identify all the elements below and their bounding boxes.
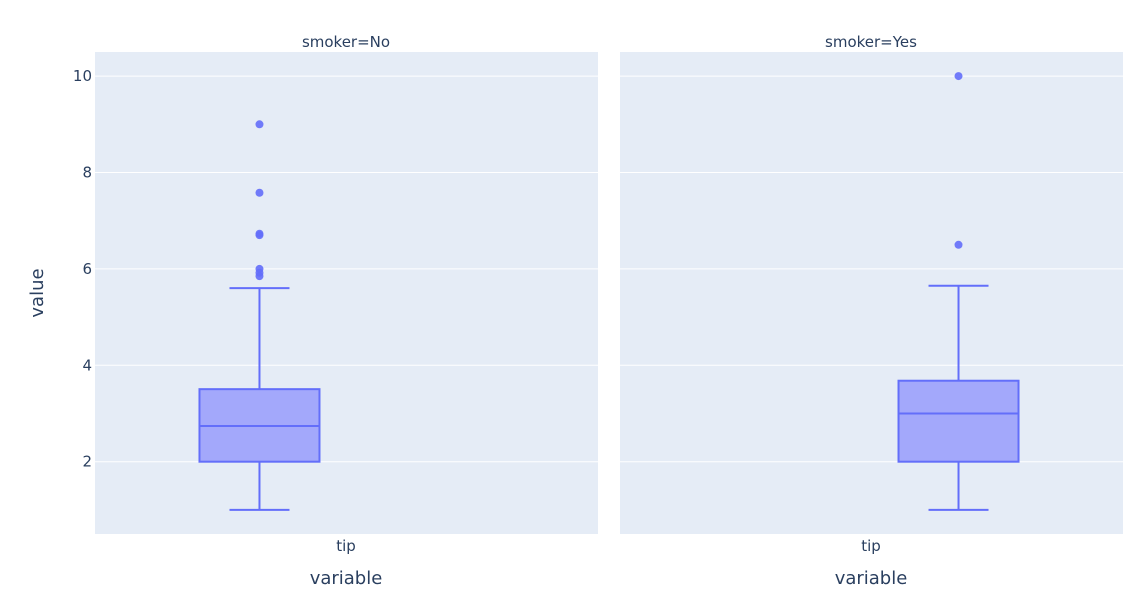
y-tick-label-10: 10 <box>73 67 92 85</box>
y-tick-label-2: 2 <box>82 453 92 471</box>
plot-area-left <box>95 52 598 534</box>
x-axis-title-left: variable <box>310 568 383 589</box>
y-axis-title: value <box>27 268 48 317</box>
plot-area-right <box>620 52 1123 534</box>
facet-title-left: smoker=No <box>302 33 390 51</box>
y-tick-label-4: 4 <box>82 356 92 374</box>
gridlines <box>95 75 1123 463</box>
outlier-point-6 <box>255 272 264 281</box>
outlier-point-1 <box>255 188 264 197</box>
x-tick-label-right: tip <box>861 537 881 555</box>
y-tick-label-6: 6 <box>82 260 92 278</box>
outlier-point-1 <box>954 240 963 249</box>
x-axis-title-right: variable <box>835 568 908 589</box>
outlier-point-3 <box>255 231 264 240</box>
outlier-point-0 <box>954 72 963 81</box>
outlier-point-0 <box>255 120 264 129</box>
box-trace-left <box>198 120 321 511</box>
iqr-box <box>897 379 1020 463</box>
facet-title-right: smoker=Yes <box>825 33 917 51</box>
x-tick-label-left: tip <box>336 537 356 555</box>
y-tick-label-8: 8 <box>82 164 92 182</box>
y-tick-labels: 2 4 6 8 10 <box>73 67 92 471</box>
box-traces <box>198 72 1020 511</box>
box-trace-right <box>897 72 1020 511</box>
